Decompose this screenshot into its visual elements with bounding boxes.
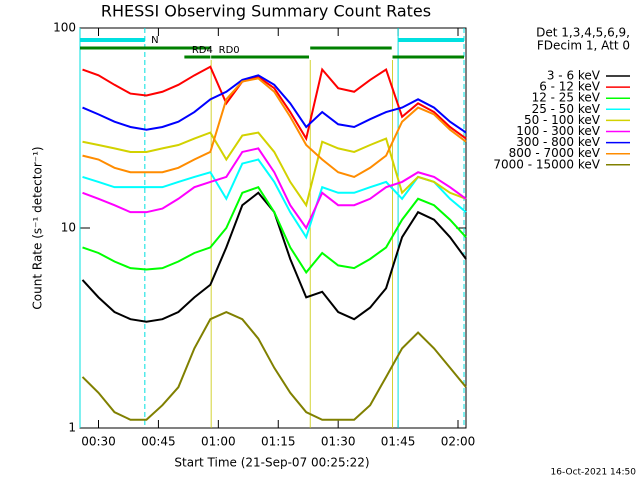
night-label: N xyxy=(151,35,158,46)
x-tick-label: 01:00 xyxy=(201,435,236,449)
decimation-label: RD0 xyxy=(219,45,240,56)
x-tick-label: 01:30 xyxy=(321,435,356,449)
legend-label: 100 - 300 keV xyxy=(516,124,600,138)
series-line xyxy=(82,77,467,179)
legend-label: 12 - 25 keV xyxy=(532,91,601,105)
series-line xyxy=(82,158,467,240)
series-line xyxy=(82,65,467,142)
x-tick-label: 00:30 xyxy=(81,435,116,449)
decimation-label: RD4 xyxy=(192,45,213,56)
series-line xyxy=(81,310,467,421)
legend-header: Det 1,3,4,5,6,9, xyxy=(536,26,630,40)
timestamp: 16-Oct-2021 14:50 xyxy=(551,468,637,478)
legend-label: 7000 - 15000 keV xyxy=(493,157,600,171)
x-tick-label: 00:45 xyxy=(141,435,176,449)
series-line xyxy=(82,131,467,208)
x-tick-label: 01:15 xyxy=(261,435,296,449)
x-tick-label: 02:00 xyxy=(441,435,476,449)
series-line xyxy=(82,74,467,134)
x-axis-label: Start Time (21-Sep-07 00:25:22) xyxy=(174,456,369,470)
legend-label: 50 - 100 keV xyxy=(524,113,601,127)
chart-title: RHESSI Observing Summary Count Rates xyxy=(101,2,431,21)
y-axis-label: Count Rate (s⁻¹ detector⁻¹) xyxy=(31,146,45,309)
series-line xyxy=(82,185,467,275)
legend-label: 6 - 12 keV xyxy=(539,80,601,94)
legend-label: 800 - 7000 keV xyxy=(509,146,601,160)
x-tick-label: 01:45 xyxy=(381,435,416,449)
legend-label: 3 - 6 keV xyxy=(547,69,601,83)
legend-label: 300 - 800 keV xyxy=(516,135,600,149)
series-line xyxy=(82,147,467,231)
y-tick-label: 10 xyxy=(61,221,76,235)
legend-header: FDecim 1, Att 0 xyxy=(537,39,630,53)
y-tick-label: 1 xyxy=(68,421,76,435)
y-tick-label: 100 xyxy=(53,21,76,35)
legend-label: 25 - 50 keV xyxy=(532,102,601,116)
